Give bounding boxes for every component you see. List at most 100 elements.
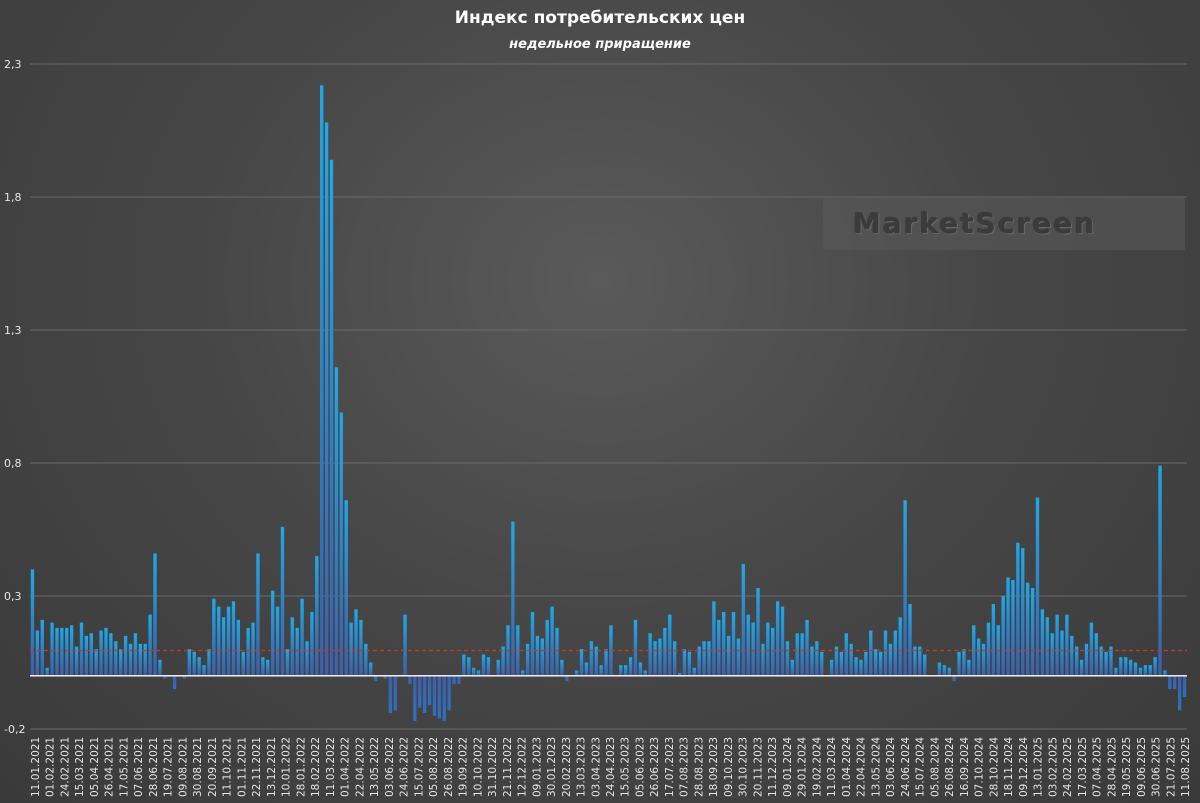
chart-subtitle: недельное приращение bbox=[509, 37, 691, 52]
bar bbox=[800, 633, 804, 676]
bar bbox=[947, 667, 951, 676]
x-tick-label: 24.02.2021 bbox=[60, 737, 72, 797]
bar bbox=[918, 646, 922, 676]
x-tick-label: 19.02.2024 bbox=[811, 737, 823, 797]
bar bbox=[123, 635, 128, 676]
x-tick-label: 01.04.2024 bbox=[841, 737, 853, 797]
x-tick-label: 10.01.2022 bbox=[281, 737, 293, 797]
bar bbox=[1006, 577, 1010, 676]
bar bbox=[511, 521, 515, 676]
x-tick-label: 09.12.2024 bbox=[1018, 737, 1030, 797]
bar bbox=[942, 665, 946, 676]
x-tick-label: 31.10.2022 bbox=[487, 737, 499, 797]
bar bbox=[741, 564, 745, 676]
bar bbox=[1133, 662, 1138, 676]
bar bbox=[957, 651, 961, 676]
bar bbox=[878, 651, 883, 676]
bar bbox=[829, 659, 834, 676]
bar bbox=[874, 649, 878, 676]
x-tick-label: 20.02.2023 bbox=[561, 737, 573, 797]
x-tick-label: 05.08.2024 bbox=[929, 737, 941, 797]
bar bbox=[457, 675, 461, 684]
y-tick-label: 0,3 bbox=[4, 590, 22, 603]
bar bbox=[60, 627, 64, 676]
bar bbox=[437, 675, 442, 719]
y-tick-label: 0,8 bbox=[4, 457, 22, 470]
x-tick-label: 03.04.2023 bbox=[590, 737, 602, 797]
bar bbox=[231, 601, 236, 676]
bar bbox=[148, 614, 152, 676]
bar bbox=[908, 603, 912, 676]
bar bbox=[1030, 588, 1035, 676]
bar bbox=[967, 659, 971, 676]
bar bbox=[481, 654, 486, 676]
bar bbox=[472, 667, 476, 676]
bar bbox=[143, 643, 147, 676]
bar bbox=[1099, 646, 1103, 676]
bar bbox=[633, 619, 638, 676]
bar bbox=[324, 122, 329, 676]
bar bbox=[717, 619, 721, 676]
bar bbox=[256, 553, 260, 676]
bar bbox=[756, 588, 760, 676]
bar bbox=[972, 625, 976, 676]
bar bbox=[638, 662, 643, 676]
bar bbox=[393, 675, 397, 711]
bar bbox=[815, 641, 819, 676]
bar bbox=[839, 651, 844, 676]
bar bbox=[790, 659, 795, 676]
x-tick-label: 13.12.2021 bbox=[266, 737, 278, 797]
bar bbox=[40, 619, 44, 676]
x-tick-label: 11.10.2021 bbox=[222, 737, 234, 797]
bar bbox=[849, 643, 853, 676]
bar bbox=[888, 643, 893, 676]
bar bbox=[722, 611, 726, 676]
x-tick-label: 19.09.2022 bbox=[458, 737, 470, 797]
chart-title: Индекс потребительских цен bbox=[454, 8, 746, 28]
bar bbox=[334, 367, 339, 676]
bar bbox=[834, 646, 839, 676]
x-tick-label: 11.01.2021 bbox=[30, 737, 42, 797]
bar bbox=[937, 662, 942, 676]
bar bbox=[805, 619, 809, 676]
bar bbox=[1001, 596, 1005, 676]
x-tick-label: 05.08.2022 bbox=[428, 737, 440, 797]
x-tick-label: 01.02.2021 bbox=[45, 737, 57, 797]
bar bbox=[280, 526, 285, 676]
bar bbox=[1050, 633, 1054, 676]
bar bbox=[501, 646, 505, 676]
bar bbox=[89, 633, 93, 676]
x-tick-label: 26.06.2023 bbox=[649, 737, 661, 797]
bar bbox=[1124, 657, 1128, 676]
x-tick-label: 13.03.2023 bbox=[576, 737, 588, 797]
bar bbox=[1035, 497, 1040, 676]
x-tick-label: 30.06.2025 bbox=[1151, 737, 1163, 797]
x-tick-label: 26.04.2021 bbox=[104, 737, 116, 797]
x-tick-label: 21.11.2022 bbox=[502, 737, 514, 797]
bar bbox=[50, 622, 54, 676]
bar bbox=[1158, 465, 1162, 676]
x-tick-label: 17.07.2023 bbox=[664, 737, 676, 797]
bar bbox=[221, 617, 226, 676]
bar bbox=[628, 657, 633, 676]
bar bbox=[403, 614, 407, 676]
bar bbox=[163, 675, 167, 679]
bar bbox=[1070, 635, 1074, 676]
bar bbox=[981, 643, 986, 676]
x-tick-label: 01.11.2021 bbox=[236, 737, 248, 797]
x-tick-label: 05.06.2023 bbox=[635, 737, 647, 797]
bar bbox=[844, 633, 848, 676]
x-tick-label: 03.06.2024 bbox=[885, 737, 897, 797]
bar bbox=[540, 638, 544, 676]
bar bbox=[712, 601, 716, 676]
bar bbox=[192, 651, 196, 676]
bar bbox=[383, 675, 388, 679]
bar bbox=[197, 657, 201, 676]
bar bbox=[422, 675, 427, 714]
bar bbox=[1094, 633, 1098, 676]
bar bbox=[550, 606, 554, 676]
bar bbox=[246, 627, 250, 676]
bar bbox=[521, 670, 525, 676]
x-tick-label: 07.04.2025 bbox=[1092, 737, 1104, 797]
